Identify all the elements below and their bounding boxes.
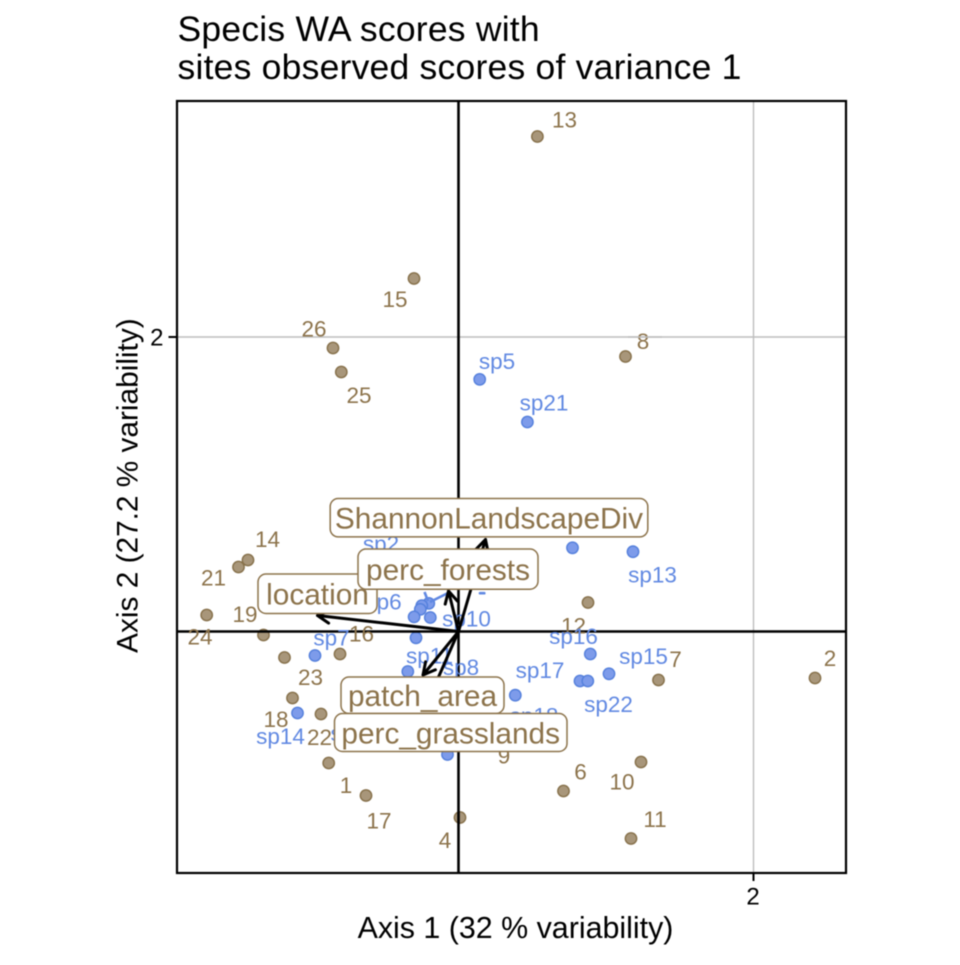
svg-text:10: 10 [609, 770, 634, 795]
svg-text:21: 21 [201, 566, 226, 591]
svg-text:1: 1 [340, 773, 353, 798]
svg-text:2: 2 [746, 884, 759, 911]
svg-text:2: 2 [824, 646, 837, 671]
svg-text:12: 12 [561, 614, 586, 639]
svg-text:sp5: sp5 [479, 349, 515, 374]
svg-text:Axis 1 (32 % variability): Axis 1 (32 % variability) [358, 911, 674, 945]
svg-text:18: 18 [263, 707, 288, 732]
svg-text:Specis WA scores with: Specis WA scores with [178, 9, 540, 49]
svg-text:25: 25 [346, 383, 371, 408]
svg-text:perc_forests: perc_forests [366, 554, 530, 587]
svg-text:16: 16 [349, 622, 374, 647]
svg-text:11: 11 [643, 807, 666, 832]
svg-text:sp7: sp7 [313, 626, 349, 651]
svg-text:7: 7 [669, 647, 682, 672]
svg-text:19: 19 [232, 602, 257, 627]
svg-text:sp10: sp10 [442, 607, 491, 632]
svg-text:perc_grasslands: perc_grasslands [341, 717, 560, 750]
svg-text:4: 4 [439, 828, 452, 853]
svg-text:15: 15 [382, 287, 407, 312]
svg-text:26: 26 [301, 317, 326, 342]
svg-text:17: 17 [366, 809, 391, 834]
svg-text:13: 13 [552, 108, 577, 133]
svg-text:8: 8 [637, 329, 650, 354]
svg-text:24: 24 [187, 625, 212, 650]
svg-text:2: 2 [150, 325, 163, 352]
svg-text:sp13: sp13 [628, 563, 677, 588]
svg-text:sp22: sp22 [584, 692, 633, 717]
svg-text:location: location [266, 579, 369, 612]
svg-text:6: 6 [574, 760, 587, 785]
svg-text:sp14: sp14 [256, 724, 305, 749]
svg-text:patch_area: patch_area [348, 680, 498, 713]
svg-text:22: 22 [307, 725, 332, 750]
svg-text:sp17: sp17 [516, 658, 565, 683]
svg-text:sites observed scores of varia: sites observed scores of variance 1 [178, 47, 742, 87]
svg-text:23: 23 [298, 665, 323, 690]
svg-text:sp15: sp15 [619, 644, 668, 669]
svg-text:14: 14 [255, 527, 280, 552]
svg-text:sp21: sp21 [520, 391, 569, 416]
svg-text:ShannonLandscapeDiv: ShannonLandscapeDiv [335, 503, 643, 536]
svg-text:sp16: sp16 [549, 624, 598, 649]
svg-text:sp8: sp8 [443, 655, 479, 680]
svg-text:Axis 2 (27.2 % variability): Axis 2 (27.2 % variability) [112, 318, 145, 653]
